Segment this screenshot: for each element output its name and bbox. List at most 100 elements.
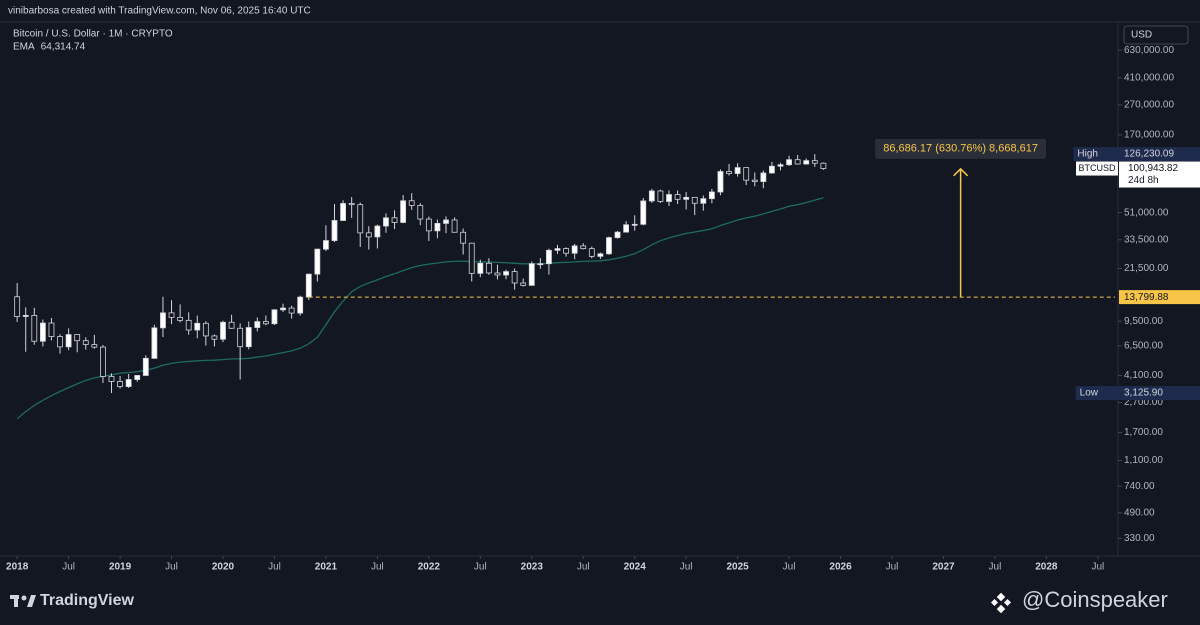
candle xyxy=(417,203,424,226)
marker-name-bg xyxy=(1075,386,1122,401)
candle-body xyxy=(57,336,63,348)
x-tick-label: Jul xyxy=(577,562,590,573)
candle-body xyxy=(408,200,415,206)
candle xyxy=(666,190,672,206)
candle-body xyxy=(460,231,467,244)
candle-body xyxy=(400,200,407,223)
candle xyxy=(142,355,149,376)
candle xyxy=(14,282,21,322)
candle xyxy=(606,236,612,255)
candle-body xyxy=(786,159,792,166)
countdown: 24d 8h xyxy=(1128,175,1159,186)
currency[interactable]: USD xyxy=(1131,30,1152,41)
footer xyxy=(0,585,1200,625)
measure-label: 86,686.17 (630.76%) 8,668,617 xyxy=(883,143,1038,155)
candle-body xyxy=(520,282,527,286)
x-tick-label: 2019 xyxy=(109,562,132,573)
candle-body xyxy=(211,335,218,340)
candle xyxy=(262,315,269,326)
candle-body xyxy=(794,159,801,165)
candle-body xyxy=(726,171,732,174)
candle xyxy=(451,217,458,233)
candle xyxy=(245,321,252,350)
candle-body xyxy=(777,164,784,167)
candle xyxy=(563,247,569,257)
candle-body xyxy=(700,198,707,204)
candle-body xyxy=(803,160,810,165)
candle xyxy=(348,197,355,218)
y-tick-label: 9,500.00 xyxy=(1124,316,1163,327)
candle xyxy=(383,213,389,233)
candle xyxy=(237,323,244,380)
candle-body xyxy=(39,322,46,342)
candle-body xyxy=(734,167,741,174)
x-tick-label: 2026 xyxy=(829,562,852,573)
candle-body xyxy=(305,273,312,298)
candle-body xyxy=(228,321,235,329)
candle-body xyxy=(48,322,55,337)
candle-body xyxy=(614,231,621,239)
candle xyxy=(57,334,63,354)
y-tick-label: 1,700.00 xyxy=(1124,427,1163,438)
candle-body xyxy=(751,179,758,182)
candle xyxy=(297,295,304,316)
candle xyxy=(340,200,346,221)
candle xyxy=(228,314,235,329)
candle xyxy=(108,373,115,394)
x-tick-label: Jul xyxy=(371,562,384,573)
candle xyxy=(511,268,518,290)
x-tick-label: Jul xyxy=(680,562,693,573)
price-line-label-bg xyxy=(1119,290,1200,305)
candle-body xyxy=(528,263,535,286)
candle xyxy=(125,373,132,389)
candle xyxy=(811,154,818,167)
marker-name-bg xyxy=(1073,147,1122,162)
candle-body xyxy=(631,223,638,226)
candle-body xyxy=(485,262,492,274)
candle xyxy=(202,321,209,346)
candle-body xyxy=(717,171,724,193)
candle-body xyxy=(365,232,372,238)
measure-label-bg xyxy=(875,138,1046,159)
candle xyxy=(211,334,218,347)
y-tick-label: 51,000.00 xyxy=(1124,207,1169,218)
currency-button[interactable] xyxy=(1123,25,1189,45)
candle xyxy=(408,193,415,210)
candle-body xyxy=(811,160,818,164)
candle-body xyxy=(477,262,484,274)
y-tick-label: 410,000.00 xyxy=(1124,73,1174,84)
x-tick-label: 2022 xyxy=(418,562,441,573)
watermark: @Coinspeaker xyxy=(1022,587,1168,612)
y-tick-label: 630,000.00 xyxy=(1124,45,1174,56)
candle-body xyxy=(220,321,226,340)
candle-body xyxy=(640,200,647,225)
candle xyxy=(708,188,715,204)
candle xyxy=(468,242,475,282)
candle xyxy=(648,188,655,203)
x-tick-label: 2020 xyxy=(212,562,235,573)
candle xyxy=(365,226,372,250)
candle-body xyxy=(657,190,664,202)
candle-body xyxy=(100,346,106,377)
ema-line xyxy=(16,197,824,420)
candle xyxy=(160,296,166,338)
candle xyxy=(760,170,767,189)
candle-body xyxy=(511,271,518,284)
candle-body xyxy=(580,245,587,250)
footer-logo: TradingView xyxy=(40,592,135,609)
candle xyxy=(554,244,561,254)
candle-body xyxy=(503,271,509,276)
candle xyxy=(48,317,55,341)
candle-body xyxy=(14,296,21,317)
candle xyxy=(271,309,278,325)
marker-value: 126,230.09 xyxy=(1124,149,1174,160)
x-tick-label: 2028 xyxy=(1035,562,1058,573)
candle xyxy=(65,328,72,351)
candle-body xyxy=(623,224,630,233)
y-tick-label: 330.00 xyxy=(1124,533,1155,544)
ema-legend: EMA xyxy=(13,42,35,53)
credit: vinibarbosa created with TradingView.com… xyxy=(8,6,311,17)
candle xyxy=(700,195,707,211)
candle-body xyxy=(708,191,715,200)
candle xyxy=(494,264,501,280)
